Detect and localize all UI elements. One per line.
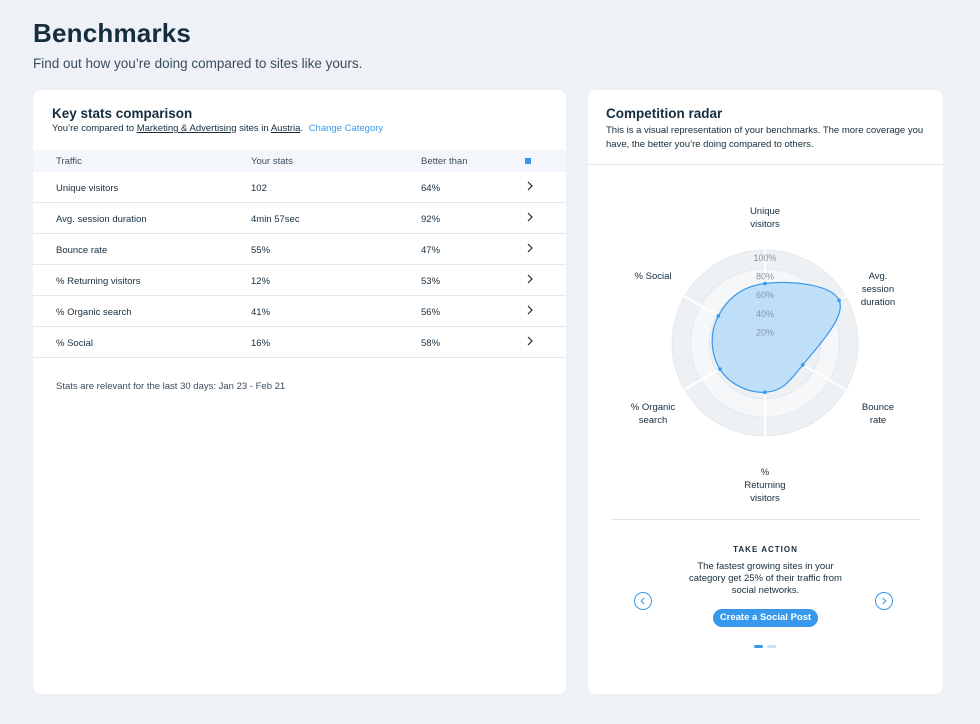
next-tip-button[interactable]: [875, 592, 893, 610]
take-action-heading: TAKE ACTION: [733, 545, 798, 554]
radar-chart: 100% 80% 60% 40% 20%: [653, 215, 877, 471]
period: .: [300, 123, 304, 134]
row-better: 56%: [421, 307, 441, 318]
radar-ring-label: 80%: [756, 272, 774, 282]
table-row[interactable]: % Social 16% 58%: [33, 327, 566, 358]
carousel-dot[interactable]: [754, 645, 763, 648]
row-better: 47%: [421, 245, 441, 256]
radar-ring-label: 40%: [756, 309, 774, 319]
row-better: 58%: [421, 338, 441, 349]
row-stat: 12%: [251, 276, 271, 287]
row-metric: Bounce rate: [56, 245, 108, 256]
carousel-dot[interactable]: [767, 645, 776, 648]
chevron-right-icon[interactable]: [525, 335, 535, 347]
axis-label-unique-visitors: Unique visitors: [749, 206, 781, 230]
prev-tip-button[interactable]: [634, 592, 652, 610]
create-social-post-button[interactable]: Create a Social Post: [713, 609, 818, 627]
page-subtitle: Find out how you’re doing compared to si…: [33, 56, 363, 71]
row-metric: % Social: [56, 338, 93, 349]
chevron-right-icon[interactable]: [525, 211, 535, 223]
axis-label-returning-visitors: % Returning visitors: [744, 467, 786, 504]
table-row[interactable]: Avg. session duration 4min 57sec 92%: [33, 203, 566, 234]
carousel-dots: [754, 645, 776, 648]
row-metric: % Returning visitors: [56, 276, 141, 287]
radar-point: [763, 281, 767, 286]
row-stat: 4min 57sec: [251, 214, 300, 225]
row-better: 64%: [421, 183, 441, 194]
chevron-right-icon: [882, 597, 887, 605]
legend-square-icon: [525, 156, 531, 167]
page-title: Benchmarks: [33, 18, 192, 48]
chevron-left-icon: [640, 597, 645, 605]
row-better: 92%: [421, 214, 441, 225]
country-name: Austria: [270, 123, 301, 134]
radar-description: This is a visual representation of your …: [606, 125, 924, 150]
axis-label-social: % Social: [634, 271, 672, 282]
divider: [611, 519, 920, 520]
row-stat: 55%: [251, 245, 271, 256]
table-row[interactable]: Bounce rate 55% 47%: [33, 234, 566, 265]
header-better-than: Better than: [421, 155, 468, 167]
sites-in: sites in: [239, 123, 269, 134]
compared-prefix: You’re compared to: [52, 123, 135, 134]
take-action-text: The fastest growing sites in your catego…: [689, 561, 842, 596]
radar-point: [801, 363, 805, 367]
stats-table: Traffic Your stats Better than Unique vi…: [33, 150, 566, 358]
divider: [588, 164, 943, 165]
radar-point: [763, 390, 767, 395]
radar-point: [837, 298, 841, 303]
radar-title: Competition radar: [606, 106, 723, 121]
axis-label-bounce-rate: Bounce rate: [861, 402, 895, 426]
axis-label-organic-search: % Organic search: [630, 402, 676, 426]
change-category-link[interactable]: Change Category: [308, 123, 384, 134]
radar-ring-label: 60%: [756, 290, 774, 300]
table-header: Traffic Your stats Better than: [33, 150, 566, 172]
competition-radar-card: Competition radar This is a visual repre…: [588, 90, 943, 694]
chevron-right-icon[interactable]: [525, 273, 535, 285]
key-stats-card: Key stats comparison You’re compared to …: [33, 90, 566, 694]
row-metric: Unique visitors: [56, 183, 119, 194]
row-better: 53%: [421, 276, 441, 287]
row-metric: % Organic search: [56, 307, 132, 318]
row-stat: 16%: [251, 338, 271, 349]
radar-point: [718, 367, 722, 371]
row-stat: 41%: [251, 307, 271, 318]
row-stat: 102: [251, 183, 267, 194]
comparison-info: You’re compared to Marketing & Advertisi…: [52, 123, 383, 134]
radar-point: [716, 314, 721, 318]
axis-label-avg-session-duration: Avg. session duration: [860, 271, 896, 308]
header-your-stats: Your stats: [251, 155, 293, 167]
header-traffic: Traffic: [56, 155, 82, 167]
chevron-right-icon[interactable]: [525, 242, 535, 254]
chevron-right-icon[interactable]: [525, 304, 535, 316]
table-row[interactable]: % Returning visitors 12% 53%: [33, 265, 566, 296]
category-name: Marketing & Advertising: [136, 123, 237, 134]
key-stats-title: Key stats comparison: [52, 106, 193, 121]
radar-ring-label: 100%: [753, 253, 776, 263]
radar-ring-label: 20%: [756, 327, 774, 337]
stats-footnote: Stats are relevant for the last 30 days:…: [56, 381, 286, 392]
table-row[interactable]: Unique visitors 102 64%: [33, 172, 566, 203]
chevron-right-icon[interactable]: [525, 180, 535, 192]
row-metric: Avg. session duration: [56, 214, 147, 225]
table-row[interactable]: % Organic search 41% 56%: [33, 296, 566, 327]
